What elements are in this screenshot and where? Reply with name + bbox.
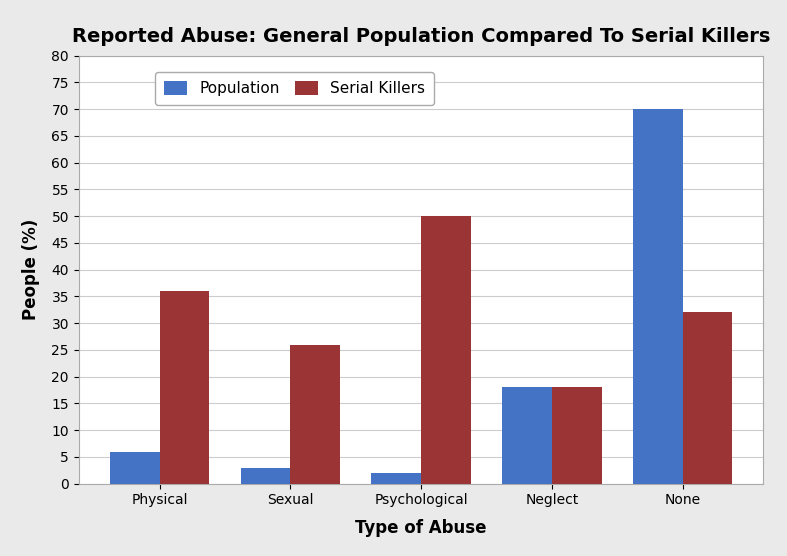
Bar xyxy=(552,388,601,484)
Bar xyxy=(160,291,209,484)
Legend: Population, Serial Killers: Population, Serial Killers xyxy=(155,72,434,105)
Bar xyxy=(241,468,290,484)
Bar xyxy=(290,345,340,484)
Bar xyxy=(421,216,471,484)
Title: Reported Abuse: General Population Compared To Serial Killers: Reported Abuse: General Population Compa… xyxy=(72,27,770,46)
Bar xyxy=(682,312,732,484)
Bar xyxy=(502,388,552,484)
Bar xyxy=(633,109,682,484)
X-axis label: Type of Abuse: Type of Abuse xyxy=(355,519,487,537)
Y-axis label: People (%): People (%) xyxy=(22,219,40,320)
Bar xyxy=(371,473,421,484)
Bar xyxy=(110,451,160,484)
